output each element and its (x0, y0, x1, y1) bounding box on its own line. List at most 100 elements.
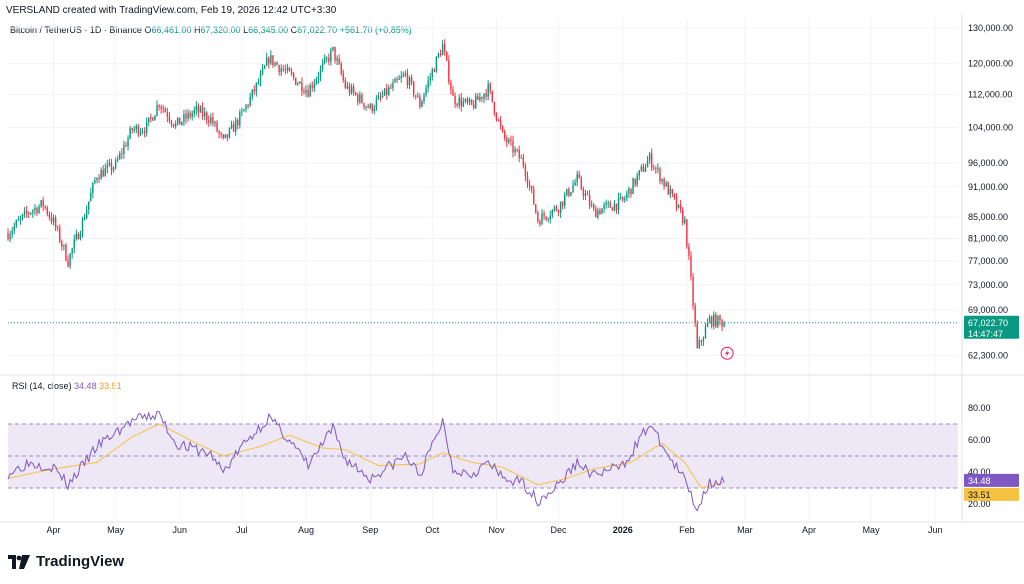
candle-body (545, 216, 547, 220)
candle-body (191, 113, 193, 117)
candle-body (48, 214, 51, 218)
candle-body (535, 204, 537, 213)
rsi-tick-label: 60.00 (968, 435, 991, 445)
candle-body (464, 98, 467, 102)
candle-body (193, 109, 195, 114)
candle-body (363, 102, 365, 108)
candle-body (698, 340, 701, 348)
candle-body (179, 117, 181, 125)
candle-body (187, 112, 189, 119)
candle-body (404, 73, 407, 75)
candle-body (17, 219, 20, 221)
candle-body (402, 74, 405, 77)
candle-body (561, 201, 564, 206)
candle-body (290, 71, 293, 74)
candle-body (721, 320, 723, 327)
candle-body (69, 253, 71, 267)
candle-body (158, 105, 160, 108)
candle-body (313, 83, 316, 88)
candle-body (671, 188, 674, 194)
candle-body (642, 166, 645, 172)
candle-body (67, 260, 69, 267)
candle-body (90, 192, 92, 202)
candle-body (580, 177, 583, 189)
candle-body (628, 188, 630, 194)
candle-body (247, 105, 249, 107)
candle-body (429, 77, 431, 81)
candle-body (81, 219, 84, 234)
candle-body (98, 178, 100, 180)
candle-body (481, 96, 483, 99)
candle-body (75, 233, 78, 240)
candle-body (398, 78, 400, 80)
candle-body (336, 58, 338, 61)
candle-body (195, 105, 198, 110)
candle-body (288, 67, 291, 72)
rsi-name[interactable]: RSI (14, close) (12, 381, 72, 391)
time-tick-label: Jun (173, 525, 188, 535)
candle-body (588, 195, 591, 206)
candle-body (332, 46, 334, 51)
candle-body (276, 62, 278, 66)
candle-body (704, 327, 707, 339)
candle-body (42, 200, 44, 207)
low-value: 66,345.00 (248, 25, 289, 35)
candle-body (669, 188, 672, 195)
candle-body (661, 179, 663, 182)
candle-body (499, 119, 502, 127)
candle-body (224, 134, 227, 138)
candle-body (268, 57, 270, 64)
time-tick-label: Nov (488, 525, 505, 535)
candle-body (597, 210, 599, 218)
candle-body (504, 131, 506, 139)
candle-body (551, 209, 554, 216)
symbol-label[interactable]: Bitcoin / TetherUS · 1D · Binance (10, 25, 142, 35)
candle-body (110, 162, 113, 171)
candle-body (7, 233, 9, 240)
candle-body (21, 214, 24, 218)
candle-body (452, 90, 454, 96)
candle-body (297, 83, 299, 85)
candle-body (25, 210, 28, 214)
axes: 130,000.00 120,000.00 112,000.00 104,000.00… (0, 14, 1024, 535)
candle-body (176, 117, 179, 124)
candle-body (508, 139, 510, 143)
candle-body (528, 184, 531, 186)
candle-body (127, 138, 129, 147)
time-tick-label: Apr (47, 525, 61, 535)
candle-body (133, 128, 135, 131)
candle-body (230, 124, 233, 129)
rsi-legend: RSI (14, close) 34.48 33.51 (12, 381, 122, 391)
rsi-value-tag-box (964, 473, 1019, 487)
candle-body (261, 68, 264, 75)
candle-body (408, 77, 411, 86)
candle-body (568, 188, 570, 196)
candle-body (222, 134, 224, 138)
rsi-tick-label: 80.00 (968, 403, 991, 413)
candle-body (152, 117, 154, 121)
price-tick-label: 69,000.00 (968, 305, 1008, 315)
candle-body (40, 200, 42, 207)
candle-body (100, 169, 102, 180)
candle-body (638, 170, 640, 176)
time-tick-label: Aug (298, 525, 314, 535)
time-tick-label: Jun (928, 525, 943, 535)
candle-body (203, 112, 206, 117)
candles (7, 39, 958, 349)
candle-body (516, 149, 518, 151)
candle-body (65, 244, 67, 261)
candle-body (251, 89, 253, 97)
candle-body (73, 239, 75, 249)
candle-body (425, 87, 427, 95)
candle-body (518, 149, 520, 159)
candle-body (162, 108, 164, 110)
candle-body (160, 107, 162, 109)
candle-body (309, 85, 311, 97)
candle-body (477, 95, 479, 100)
candle-body (441, 44, 444, 56)
candle-body (226, 134, 229, 138)
candle-body (650, 153, 653, 168)
last-price-tag-text: 14:47:47 (968, 329, 1003, 339)
candle-body (148, 117, 150, 123)
